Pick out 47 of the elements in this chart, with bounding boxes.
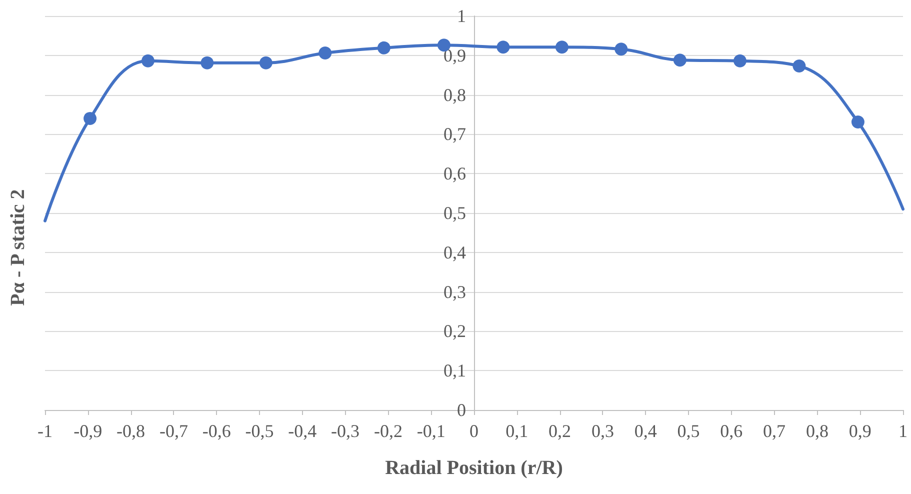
x-tick-label: -0,4 — [288, 421, 317, 441]
x-tick-label: 0,7 — [763, 421, 786, 441]
x-tick-label: 0,8 — [806, 421, 828, 441]
x-tick-label: 0,5 — [677, 421, 700, 441]
point — [733, 54, 746, 68]
point — [673, 54, 686, 67]
point — [377, 41, 390, 54]
x-tick-label: -0,9 — [74, 421, 102, 441]
x-axis-title: Radial Position (r/R) — [385, 457, 563, 479]
x-tick-label: -0,1 — [416, 421, 446, 441]
point — [84, 112, 97, 125]
point — [259, 56, 272, 70]
point — [851, 115, 864, 128]
x-tick-label: -0,2 — [374, 421, 402, 441]
x-tick-label: 0,3 — [591, 421, 614, 441]
y-tick-label: 0 — [457, 400, 466, 420]
point — [792, 60, 806, 73]
x-tick-label: -0,3 — [331, 421, 360, 441]
y-tick-label: 0,3 — [444, 282, 466, 302]
x-tick-label: 0,6 — [720, 421, 743, 441]
y-tick-label: 1 — [457, 6, 466, 26]
point — [496, 40, 510, 54]
y-tick-label: 0,5 — [444, 203, 466, 223]
x-tick-label: 0,2 — [548, 421, 572, 441]
y-tick-label: 0,1 — [444, 360, 466, 381]
x-tick-label: 0,4 — [634, 421, 657, 441]
point — [200, 56, 214, 70]
x-tick-label: -0,6 — [202, 421, 231, 441]
y-tick-label: 0,9 — [444, 45, 466, 66]
x-tick-label: 0,9 — [848, 421, 872, 441]
x-tick-label: -0,5 — [245, 421, 274, 441]
y-tick-label: 0,4 — [444, 242, 466, 262]
x-tick-label: -0,7 — [159, 421, 188, 441]
x-tick-label: 0,1 — [506, 421, 528, 441]
y-tick-label: 0,8 — [444, 84, 466, 105]
point — [141, 54, 154, 68]
y-tick-label: 0,6 — [444, 164, 466, 184]
x-tick-label: -1 — [38, 421, 52, 441]
x-tick-label: 0 — [470, 421, 478, 441]
point — [614, 42, 628, 56]
x-tick-label: -0,8 — [116, 421, 146, 441]
y-axis-title: Pα - P static 2 — [7, 189, 29, 306]
y-tick-label: 0,2 — [444, 321, 466, 342]
point — [555, 40, 568, 54]
y-tick-label: 0,7 — [444, 124, 466, 144]
x-tick-label: 1 — [898, 421, 908, 441]
point — [318, 46, 332, 60]
